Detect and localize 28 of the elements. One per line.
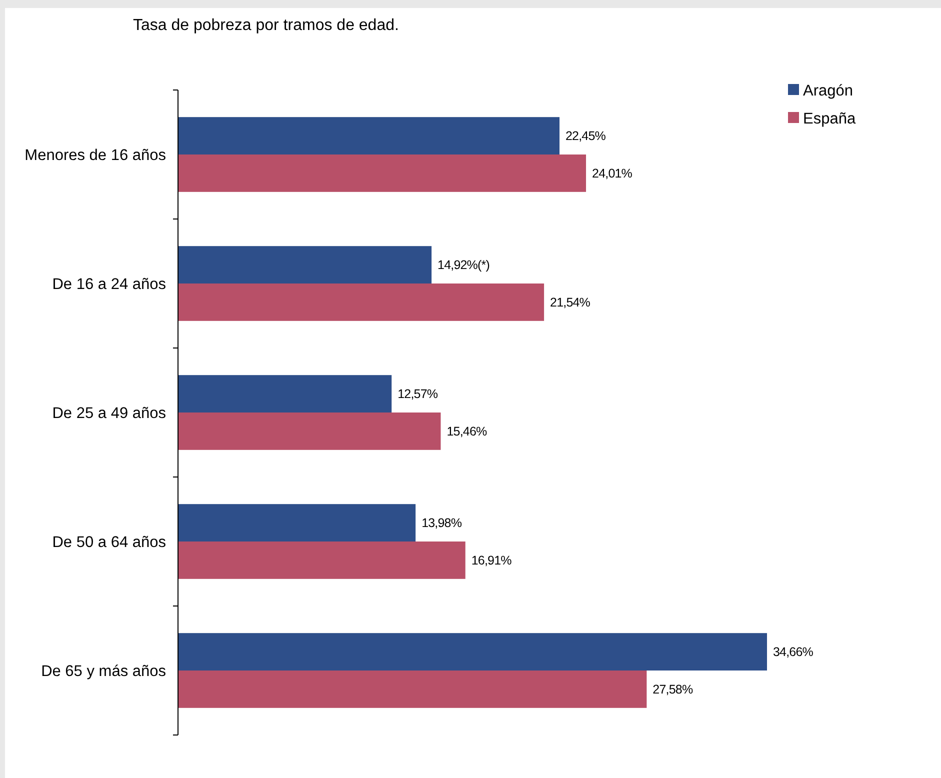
data-label: 24,01% xyxy=(592,166,632,181)
bar xyxy=(178,375,392,412)
y-tick-label: Menores de 16 años xyxy=(24,146,166,164)
bar xyxy=(178,670,647,708)
legend-label: Aragón xyxy=(803,82,853,100)
data-label: 22,45% xyxy=(566,129,606,144)
data-label: 16,91% xyxy=(471,554,512,568)
data-label: 21,54% xyxy=(550,296,590,310)
y-tick-label: De 50 a 64 años xyxy=(52,534,166,551)
bar xyxy=(178,154,586,192)
bar xyxy=(178,504,416,542)
bar xyxy=(178,542,466,579)
chart-title: Tasa de pobreza por tramos de edad. xyxy=(133,17,399,34)
data-label: 14,92%(*) xyxy=(438,258,490,272)
data-label: 12,57% xyxy=(398,387,438,402)
y-tick-label: De 25 a 49 años xyxy=(52,404,166,422)
bar xyxy=(178,412,441,450)
data-label: 15,46% xyxy=(446,424,487,439)
bar xyxy=(178,633,767,670)
data-label: 13,98% xyxy=(422,516,462,530)
bar xyxy=(178,246,432,284)
bar xyxy=(178,117,560,154)
data-label: 34,66% xyxy=(773,645,814,660)
bar xyxy=(178,284,544,321)
y-tick-label: De 16 a 24 años xyxy=(52,276,166,293)
legend-label: España xyxy=(803,110,856,128)
data-label: 27,58% xyxy=(652,682,693,697)
y-tick-label: De 65 y más años xyxy=(41,662,166,680)
